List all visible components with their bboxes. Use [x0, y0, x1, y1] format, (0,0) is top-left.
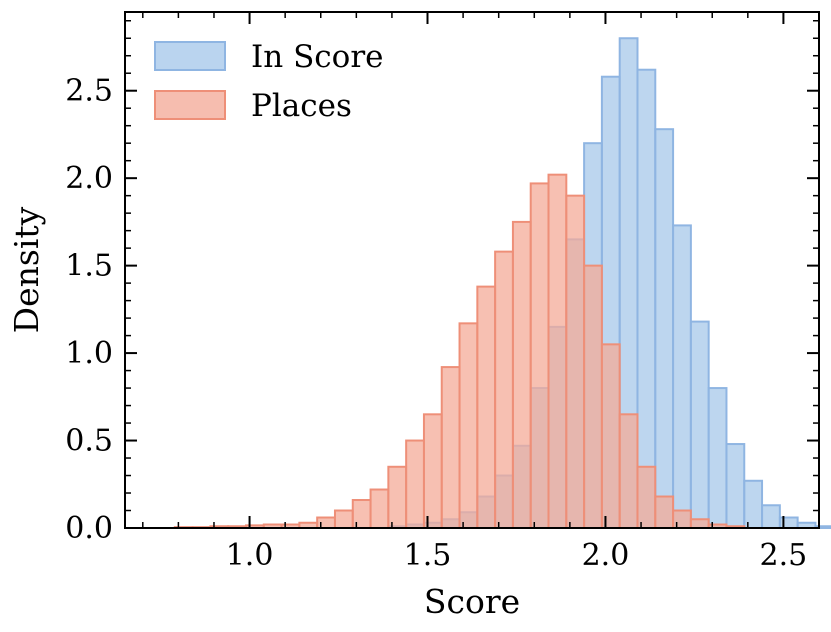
bar-in-score-32: [707, 387, 728, 529]
y-tick-label: 2.5: [65, 74, 113, 109]
x-tick-label: 1.0: [226, 538, 274, 573]
x-tick-label: 2.5: [760, 538, 808, 573]
bar-in-score-35: [761, 504, 781, 530]
bar-places-30: [672, 509, 692, 530]
bar-places-25: [583, 264, 603, 529]
y-tick-label: 0.0: [65, 511, 113, 546]
bar-places-22: [529, 182, 550, 529]
bar-in-score-34: [743, 479, 764, 529]
bar-places-21: [511, 220, 532, 529]
bar-places-17: [440, 366, 461, 529]
bar-places-15: [405, 439, 425, 530]
y-tick-label: 1.0: [65, 336, 113, 371]
x-tick-label: 2.0: [582, 538, 630, 573]
bar-places-11: [333, 509, 354, 530]
x-axis-label: Score: [424, 582, 520, 621]
bar-places-24: [565, 194, 586, 529]
bar-places-10: [316, 516, 336, 530]
bar-places-18: [458, 322, 479, 529]
bar-places-23: [547, 173, 568, 529]
bar-places-31: [689, 518, 710, 529]
bar-in-score-28: [636, 68, 657, 529]
bar-places-27: [618, 413, 639, 529]
bar-places-19: [476, 285, 497, 529]
legend: In Score Places: [154, 39, 384, 124]
legend-label-places: Places: [251, 88, 352, 124]
bar-places-26: [600, 343, 621, 529]
bar-places-13: [369, 488, 390, 529]
x-tick-label: 1.5: [404, 538, 452, 573]
legend-swatch-places: [154, 90, 226, 120]
y-tick-label: 2.0: [65, 161, 113, 196]
plot-frame: [124, 11, 820, 529]
bar-in-score-33: [725, 443, 746, 530]
bar-places-12: [351, 499, 372, 530]
bar-in-score-31: [689, 320, 710, 529]
tick-labels: 1.0 1.5 2.0 2.5 0.0 0.5 1.0 1.5 2.0 2.5: [65, 74, 807, 573]
y-axis-label: Density: [7, 206, 46, 333]
bar-places-16: [422, 413, 443, 529]
ticks-layer: [125, 12, 820, 529]
bar-places-20: [494, 250, 514, 529]
bar-in-score-29: [654, 128, 675, 529]
bar-places-28: [636, 465, 657, 529]
legend-swatch-in-score: [154, 41, 226, 71]
y-tick-label: 1.5: [65, 249, 113, 284]
bar-places-14: [387, 465, 408, 529]
bar-places-29: [654, 495, 675, 529]
bar-in-score-30: [672, 224, 692, 529]
legend-label-in-score: In Score: [251, 39, 384, 75]
y-tick-label: 0.5: [65, 424, 113, 459]
